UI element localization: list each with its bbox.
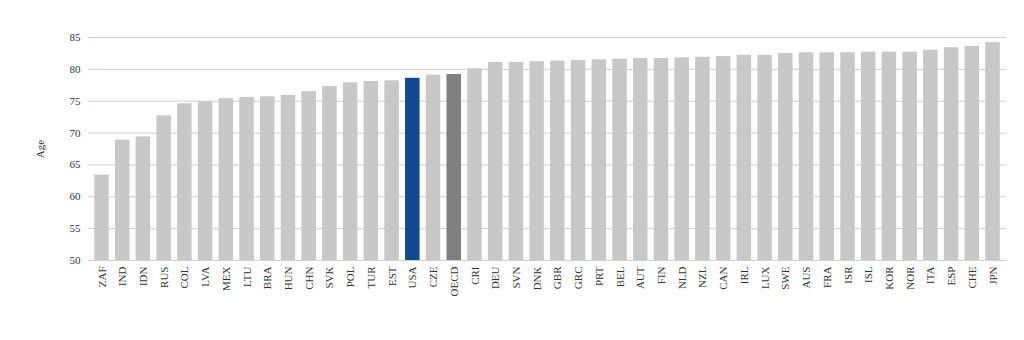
- svg-text:AUS: AUS: [800, 267, 812, 289]
- svg-text:LVA: LVA: [199, 266, 211, 286]
- svg-text:BRA: BRA: [261, 266, 273, 289]
- svg-text:CZE: CZE: [427, 266, 439, 287]
- svg-text:SVK: SVK: [323, 266, 335, 288]
- svg-text:KOR: KOR: [883, 266, 895, 290]
- svg-text:POL: POL: [344, 266, 356, 287]
- svg-text:DNK: DNK: [531, 266, 543, 290]
- svg-text:60: 60: [70, 190, 82, 202]
- svg-text:ISL: ISL: [862, 266, 874, 283]
- svg-text:HUN: HUN: [282, 266, 294, 290]
- svg-text:70: 70: [70, 127, 82, 139]
- svg-text:AUT: AUT: [634, 266, 646, 289]
- svg-text:CAN: CAN: [717, 266, 729, 289]
- svg-text:IDN: IDN: [137, 266, 149, 286]
- svg-text:75: 75: [70, 95, 82, 107]
- svg-text:OECD: OECD: [448, 266, 460, 296]
- svg-text:GBR: GBR: [551, 266, 563, 289]
- svg-text:PRT: PRT: [593, 266, 605, 286]
- svg-text:CHN: CHN: [303, 266, 315, 289]
- svg-text:SWE: SWE: [779, 266, 791, 290]
- svg-text:NZL: NZL: [696, 266, 708, 288]
- svg-text:ZAF: ZAF: [95, 267, 107, 288]
- svg-text:55: 55: [70, 222, 82, 234]
- svg-text:IND: IND: [116, 266, 128, 286]
- svg-text:FIN: FIN: [655, 266, 667, 284]
- svg-text:LTU: LTU: [241, 266, 253, 286]
- svg-text:65: 65: [70, 158, 82, 170]
- svg-text:IRL: IRL: [738, 266, 750, 284]
- svg-text:TUR: TUR: [365, 266, 377, 289]
- svg-text:CHE: CHE: [966, 266, 978, 288]
- svg-text:50: 50: [70, 254, 82, 266]
- svg-text:ESP: ESP: [945, 267, 957, 286]
- svg-text:Age: Age: [34, 140, 46, 158]
- svg-text:USA: USA: [406, 266, 418, 288]
- svg-text:85: 85: [70, 31, 82, 43]
- svg-text:JPN: JPN: [987, 266, 999, 284]
- svg-text:NOR: NOR: [904, 266, 916, 290]
- svg-text:ITA: ITA: [924, 266, 936, 284]
- svg-text:NLD: NLD: [676, 266, 688, 289]
- svg-text:CRI: CRI: [468, 266, 480, 285]
- svg-text:FRA: FRA: [821, 266, 833, 287]
- svg-text:BEL: BEL: [614, 266, 626, 287]
- svg-text:COL: COL: [178, 266, 190, 288]
- svg-text:GRC: GRC: [572, 267, 584, 290]
- svg-text:EST: EST: [386, 266, 398, 286]
- svg-text:LUX: LUX: [759, 266, 771, 289]
- svg-text:80: 80: [70, 63, 82, 75]
- svg-text:SVN: SVN: [510, 266, 522, 288]
- svg-text:RUS: RUS: [158, 267, 170, 288]
- svg-text:MEX: MEX: [220, 266, 232, 291]
- svg-text:ISR: ISR: [841, 266, 853, 284]
- svg-text:DEU: DEU: [489, 266, 501, 289]
